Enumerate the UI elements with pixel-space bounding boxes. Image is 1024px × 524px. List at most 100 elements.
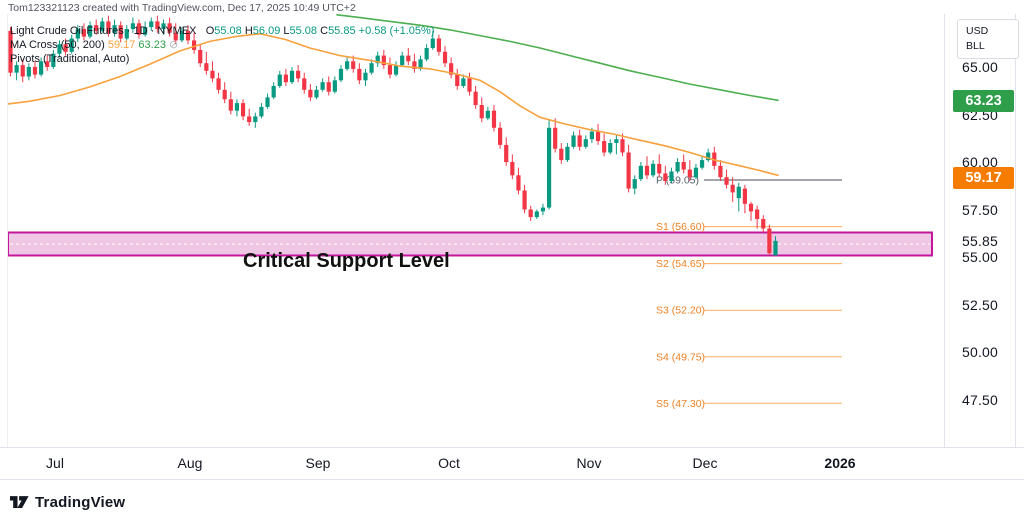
candle-body <box>706 152 711 161</box>
ma-fast-value: 59.17 <box>107 39 136 51</box>
candle-body <box>8 30 13 73</box>
candle-body <box>644 165 650 176</box>
tradingview-logo-text: TradingView <box>35 494 126 511</box>
candle-body <box>626 152 631 189</box>
candle-body <box>669 171 674 181</box>
candle-body <box>387 65 393 75</box>
price-tick-55.00: 55.00 <box>962 249 999 265</box>
candle-body <box>449 63 454 75</box>
unit-box: USD BLL <box>957 19 1019 59</box>
candle-body <box>326 82 331 92</box>
candle-body <box>467 78 472 92</box>
tradingview-logo[interactable]: TradingView <box>10 494 125 511</box>
price-axis-border <box>944 14 945 478</box>
candle-body <box>742 188 747 204</box>
price-tick-52.50: 52.50 <box>962 296 999 313</box>
pivot-label-p: P (59.05) <box>656 175 699 187</box>
candle-body <box>345 61 350 69</box>
candle-body <box>730 184 735 193</box>
interval-label: 1D <box>133 25 148 37</box>
candle-body <box>210 70 215 79</box>
candle-body <box>620 139 625 153</box>
candle-body <box>14 65 19 73</box>
candle-body <box>259 106 264 117</box>
candle-body <box>699 160 705 168</box>
high-value: 56.09 <box>252 25 281 37</box>
candle-body <box>657 163 662 174</box>
candle-body <box>479 105 484 119</box>
candle-body <box>149 21 154 28</box>
ma50-line[interactable] <box>7 33 779 177</box>
close-value: 55.85 <box>328 25 356 37</box>
candle-body <box>338 68 344 81</box>
time-label-2026: 2026 <box>824 455 856 471</box>
candle-body <box>602 141 607 153</box>
candle-body <box>247 116 252 123</box>
candle-body <box>271 86 276 98</box>
candle-body <box>614 139 619 143</box>
candle-body <box>277 74 282 86</box>
candle-body <box>63 44 68 52</box>
legend-pivots-row[interactable]: Pivots (Traditional, Auto) <box>10 52 435 66</box>
candle-body <box>198 49 203 64</box>
chart-legend: Light Crude Oil Futures · 1D · NYMEX O55… <box>10 24 435 66</box>
candle-body <box>357 68 362 81</box>
candle-body <box>308 89 313 98</box>
candle-body <box>173 32 178 41</box>
candle-body <box>546 127 552 208</box>
candle-body <box>693 167 699 178</box>
candle-body <box>540 207 546 212</box>
candle-body <box>406 55 411 62</box>
ma-value-badge-63.23: 63.23 <box>953 89 1014 112</box>
candle-body <box>81 29 87 37</box>
candle-body <box>400 55 405 66</box>
pivots-name: Pivots (Traditional, Auto) <box>10 53 130 65</box>
candle-body <box>638 165 643 180</box>
pivot-label-s1: S1 (56.60) <box>656 221 705 233</box>
change-value: +0.58 (+1.05%) <box>358 25 435 37</box>
time-label-nov: Nov <box>576 455 602 471</box>
candle-body <box>748 203 754 212</box>
candle-body <box>418 59 423 69</box>
candle-body <box>167 23 172 33</box>
candle-body <box>461 78 466 86</box>
time-label-sep: Sep <box>305 455 331 471</box>
candle-body <box>320 82 325 90</box>
candle-body <box>26 67 31 77</box>
candle-body <box>20 65 25 77</box>
candle-body <box>124 29 129 39</box>
low-value: 55.08 <box>289 25 318 37</box>
candle-body <box>455 74 460 86</box>
time-axis[interactable]: Jul Aug Sep Oct Nov Dec 2026 <box>0 447 1024 480</box>
ma200-line[interactable] <box>336 14 779 102</box>
candle-body <box>424 48 429 60</box>
legend-symbol-row[interactable]: Light Crude Oil Futures · 1D · NYMEX O55… <box>10 25 435 37</box>
candle-body <box>118 25 123 39</box>
support-zone-band[interactable] <box>7 231 933 257</box>
candle-body <box>57 44 62 54</box>
candle-body <box>485 110 490 119</box>
candle-body <box>491 110 497 128</box>
candle-body <box>143 27 148 35</box>
candle-body <box>45 61 50 67</box>
legend-ma-cross-row[interactable]: MA Cross (50, 200) 59.17 63.23 ⊘ <box>10 38 435 52</box>
candle-body <box>228 99 233 111</box>
candle-body <box>393 65 399 75</box>
price-tick-57.50: 57.50 <box>962 201 999 218</box>
candle-body <box>589 131 594 140</box>
candle-body <box>559 148 564 161</box>
candle-body <box>608 143 613 153</box>
price-tick-65.00: 65.00 <box>962 59 999 75</box>
candle-body <box>736 186 741 199</box>
candle-body <box>504 144 509 162</box>
pivot-label-s5: S5 (47.30) <box>656 398 705 410</box>
candle-body <box>773 240 778 256</box>
candle-body <box>651 163 656 176</box>
candle-body <box>234 103 240 111</box>
exchange-label: NYMEX <box>157 25 197 37</box>
price-tick-60.00: 60.00 <box>962 154 999 170</box>
price-axis[interactable]: USD BLL 65.00 62.50 60.00 57.50 55.85 55.00 52… <box>946 0 1024 478</box>
candle-body <box>265 97 270 107</box>
